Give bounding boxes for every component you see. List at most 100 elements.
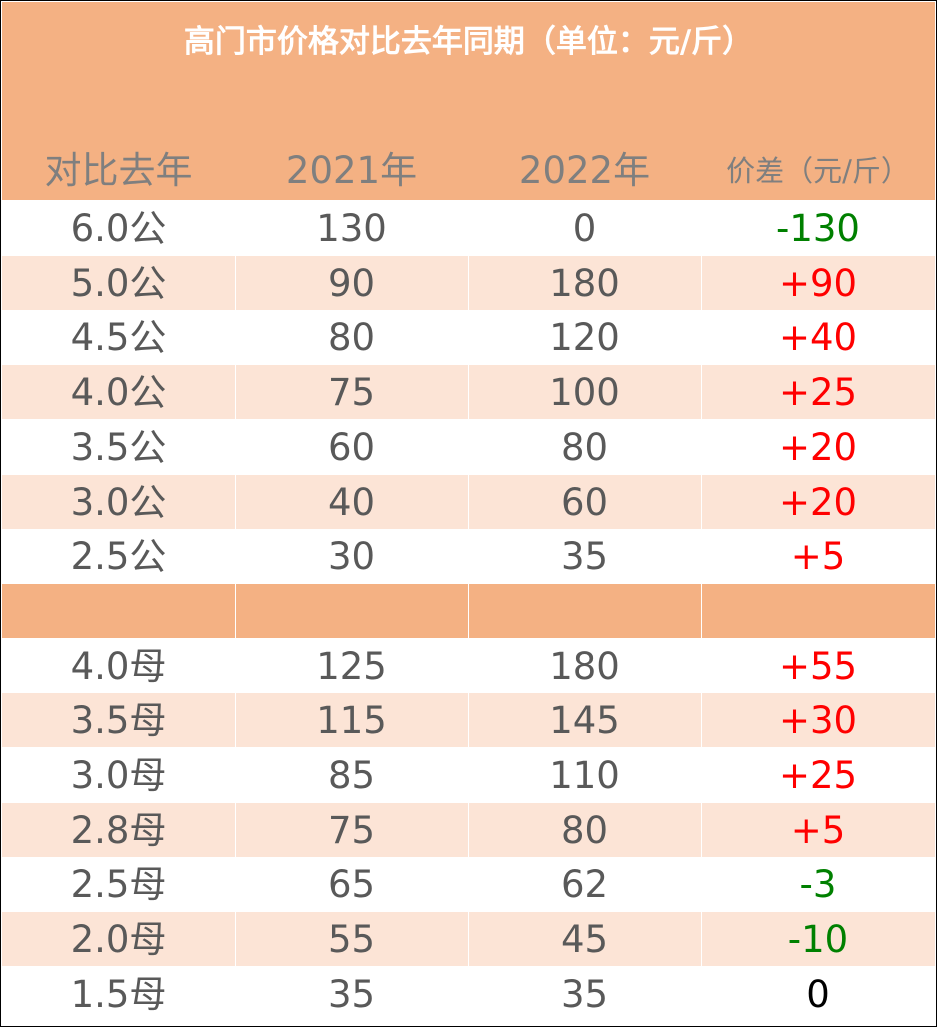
column-divider — [235, 255, 236, 310]
column-divider — [701, 310, 702, 365]
column-divider — [468, 583, 469, 638]
column-divider — [235, 966, 236, 1021]
cell-diff: +55 — [778, 644, 858, 688]
cell-2022: 0 — [572, 207, 597, 250]
cell-diff: +20 — [778, 425, 858, 469]
cell-spec: 3.0母 — [70, 754, 167, 797]
table-row: 5.0公 90 180 +90 — [2, 255, 935, 310]
column-divider — [468, 201, 469, 255]
separator-row — [2, 583, 935, 638]
header-2021: 2021年 — [285, 149, 418, 192]
table-row: 3.0母 85 110 +25 — [2, 748, 935, 802]
cell-2022: 60 — [560, 480, 609, 524]
table-row: 2.0母 55 45 -10 — [2, 912, 935, 967]
table-title: 高门市价格对比去年同期（单位：元/斤） — [183, 24, 754, 60]
table-row: 3.5母 115 145 +30 — [2, 693, 935, 748]
column-divider — [468, 857, 469, 912]
column-divider — [701, 529, 702, 584]
column-divider — [235, 748, 236, 802]
cell-diff: 0 — [806, 972, 830, 1016]
column-divider — [235, 310, 236, 365]
column-divider — [701, 966, 702, 1021]
column-divider — [468, 638, 469, 693]
cell-2022: 62 — [560, 863, 609, 907]
column-divider — [701, 693, 702, 748]
column-divider — [235, 201, 236, 255]
cell-2022: 110 — [549, 754, 620, 797]
cell-diff: +25 — [778, 371, 858, 415]
column-divider — [468, 802, 469, 857]
cell-spec: 4.5公 — [70, 316, 167, 360]
cell-2022: 35 — [560, 972, 609, 1016]
table-row: 3.0公 40 60 +20 — [2, 474, 935, 529]
column-divider — [701, 802, 702, 857]
column-divider — [468, 365, 469, 420]
cell-2021: 80 — [327, 316, 376, 360]
column-divider — [468, 529, 469, 584]
cell-diff: +5 — [790, 808, 846, 852]
column-divider — [701, 748, 702, 802]
header-band: 高门市价格对比去年同期（单位：元/斤） 对比去年 2021年 2022年 价差（… — [2, 2, 935, 200]
column-divider — [235, 857, 236, 912]
column-divider — [701, 638, 702, 693]
cell-spec: 5.0公 — [70, 261, 167, 305]
cell-2022: 80 — [560, 425, 609, 469]
column-divider — [235, 365, 236, 420]
cell-spec: 4.0母 — [70, 644, 167, 688]
column-divider — [235, 529, 236, 584]
cell-2021: 115 — [316, 699, 387, 743]
cell-2021: 75 — [327, 371, 376, 415]
column-divider — [701, 474, 702, 529]
cell-2021: 65 — [327, 863, 376, 907]
table-row: 6.0公 130 0 -130 — [2, 201, 935, 255]
cell-2022 — [468, 584, 701, 638]
table-row: 4.5公 80 120 +40 — [2, 310, 935, 365]
column-divider — [701, 912, 702, 967]
cell-diff: +5 — [790, 535, 846, 579]
column-divider — [235, 638, 236, 693]
table-row: 2.5公 30 35 +5 — [2, 529, 935, 584]
cell-diff: +30 — [778, 699, 858, 743]
cell-spec: 2.5母 — [70, 863, 167, 907]
cell-2021: 85 — [327, 754, 376, 797]
cell-2022: 80 — [560, 808, 609, 852]
cell-2022: 45 — [560, 918, 609, 962]
column-divider — [468, 912, 469, 967]
cell-2021 — [235, 584, 468, 638]
cell-spec: 4.0公 — [70, 371, 167, 415]
cell-2021: 35 — [327, 972, 376, 1016]
table-row: 2.5母 65 62 -3 — [2, 857, 935, 912]
cell-diff: -10 — [787, 918, 849, 962]
cell-2021: 125 — [316, 644, 387, 688]
cell-2022: 180 — [549, 644, 620, 688]
cell-diff — [701, 584, 935, 638]
cell-2022: 120 — [549, 316, 620, 360]
column-divider — [468, 966, 469, 1021]
cell-diff: +20 — [778, 480, 858, 524]
column-divider — [701, 857, 702, 912]
table-row: 2.8母 75 80 +5 — [2, 802, 935, 857]
cell-spec: 3.5母 — [70, 699, 167, 743]
column-divider — [468, 748, 469, 802]
cell-2021: 90 — [327, 261, 376, 305]
cell-spec: 2.8母 — [70, 808, 167, 852]
cell-spec: 1.5母 — [70, 972, 167, 1016]
cell-spec: 6.0公 — [70, 207, 167, 250]
column-divider — [235, 693, 236, 748]
column-divider — [235, 474, 236, 529]
cell-spec: 3.5公 — [70, 425, 167, 469]
cell-2021: 75 — [327, 808, 376, 852]
cell-2022: 180 — [549, 261, 620, 305]
cell-2021: 30 — [327, 535, 376, 579]
cell-spec: 2.5公 — [70, 535, 167, 579]
column-divider — [701, 583, 702, 638]
cell-spec: 2.0母 — [70, 918, 167, 962]
table-row: 3.5公 60 80 +20 — [2, 419, 935, 474]
cell-2021: 55 — [327, 918, 376, 962]
column-headers: 对比去年 2021年 2022年 价差（元/斤） — [2, 142, 935, 200]
cell-2021: 40 — [327, 480, 376, 524]
column-divider — [701, 201, 702, 255]
cell-2021: 130 — [316, 207, 387, 250]
table-row: 1.5母 35 35 0 — [2, 966, 935, 1021]
column-divider — [701, 365, 702, 420]
